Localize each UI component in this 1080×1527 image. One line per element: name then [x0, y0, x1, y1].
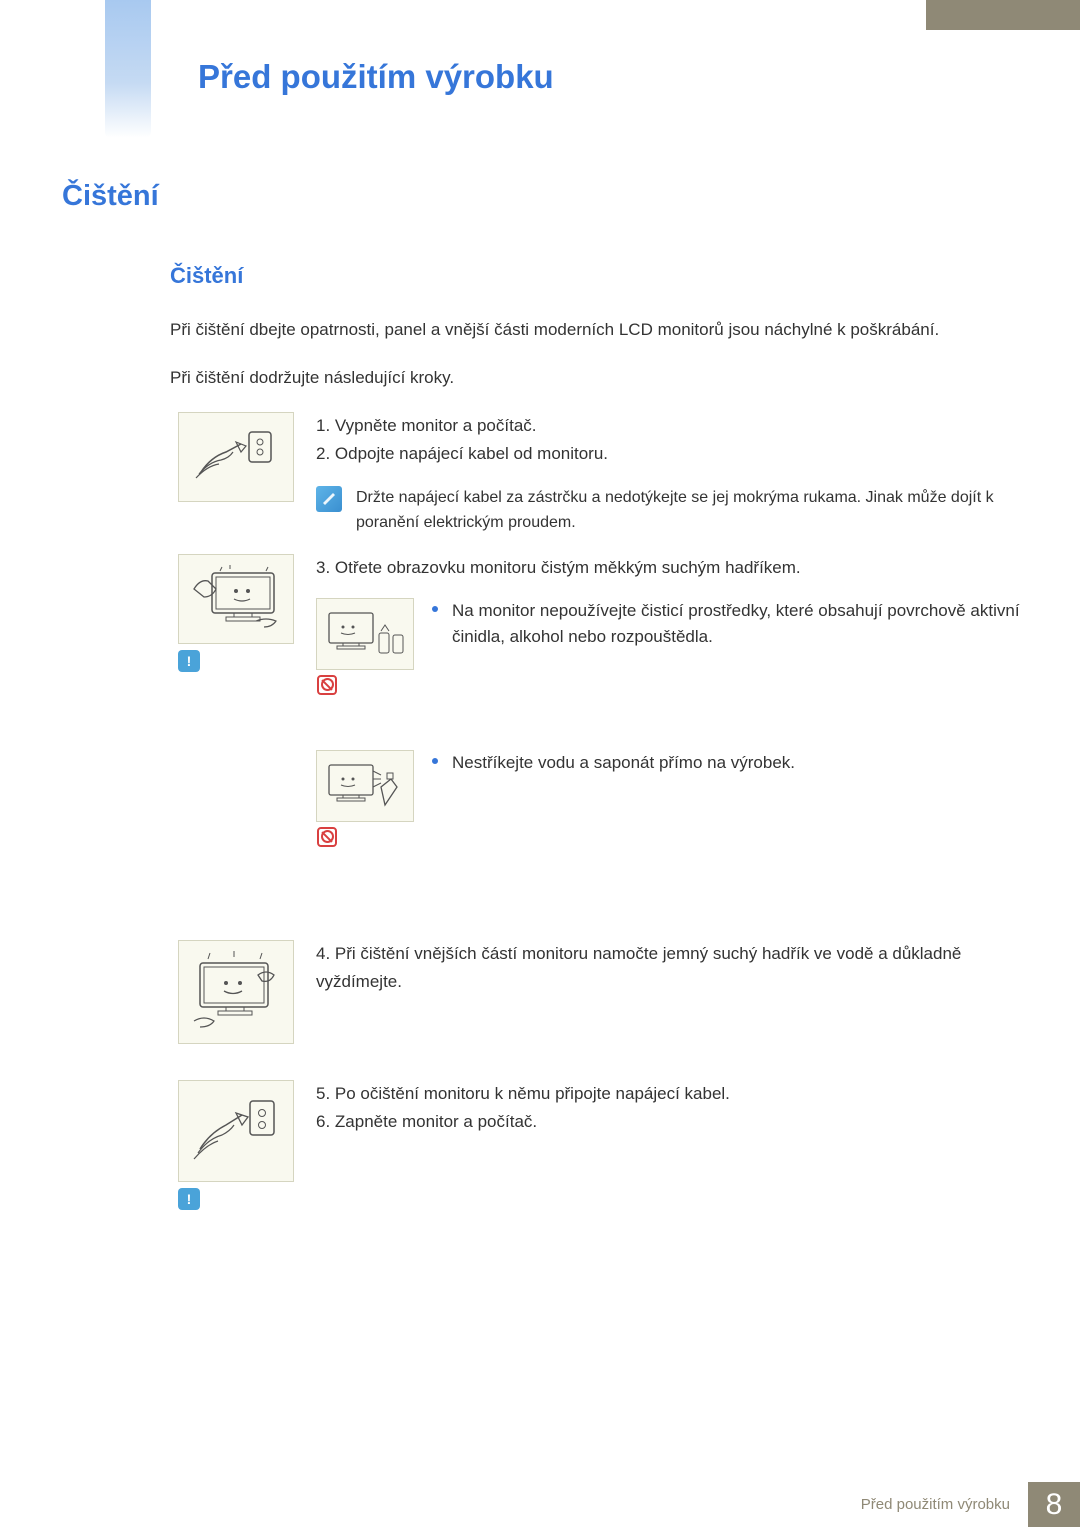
note-icon — [316, 486, 342, 512]
prohibited-icon — [317, 827, 337, 847]
footer-page-number: 8 — [1028, 1482, 1080, 1527]
blue-tab-decoration — [105, 0, 151, 138]
step-block-4: 4. Při čištění vnějších částí monitoru n… — [178, 940, 1022, 1044]
step1-line2: 2. Odpojte napájecí kabel od monitoru. — [316, 440, 1022, 468]
step5-line1: 5. Po očištění monitoru k němu připojte … — [316, 1080, 1022, 1108]
subsection-title: Čištění — [170, 263, 1022, 289]
bullet-3b-text: Nestříkejte vodu a saponát přímo na výro… — [452, 750, 795, 776]
intro-paragraph-1: Při čištění dbejte opatrnosti, panel a v… — [170, 317, 1022, 343]
page-header: Před použitím výrobku — [0, 0, 1080, 140]
step3-line: 3. Otřete obrazovku monitoru čistým měkk… — [316, 554, 1022, 582]
step-image-4 — [178, 940, 294, 1044]
taupe-bar-decoration — [926, 0, 1080, 30]
reconnect-illustration — [178, 1080, 294, 1182]
sub-item-3a: Na monitor nepoužívejte čisticí prostřed… — [316, 598, 1022, 670]
wipe-exterior-illustration — [178, 940, 294, 1044]
bullet-3a-text: Na monitor nepoužívejte čisticí prostřed… — [452, 598, 1022, 651]
bullet-item-3b: Nestříkejte vodu a saponát přímo na výro… — [432, 750, 1022, 776]
page-footer: Před použitím výrobku 8 — [843, 1482, 1080, 1527]
step-image-1 — [178, 412, 294, 502]
footer-label: Před použitím výrobku — [843, 1482, 1028, 1527]
step-block-3: ! 3. Otřete obrazovku monitoru čistým mě… — [178, 554, 1022, 886]
step-text-3: 3. Otřete obrazovku monitoru čistým měkk… — [316, 554, 1022, 886]
section-title: Čištění — [62, 180, 1022, 213]
step5-line2: 6. Zapněte monitor a počítač. — [316, 1108, 1022, 1136]
step-block-5: ! 5. Po očištění monitoru k němu připojt… — [178, 1080, 1022, 1182]
step4-line: 4. Při čištění vnějších částí monitoru n… — [316, 940, 1022, 996]
step-block-1: 1. Vypněte monitor a počítač. 2. Odpojte… — [178, 412, 1022, 536]
sub-item-3b: Nestříkejte vodu a saponát přímo na výro… — [316, 750, 1022, 822]
step-text-1: 1. Vypněte monitor a počítač. 2. Odpojte… — [316, 412, 1022, 536]
step1-line1: 1. Vypněte monitor a počítač. — [316, 412, 1022, 440]
unplug-illustration — [178, 412, 294, 502]
step-image-5: ! — [178, 1080, 294, 1182]
prohibited-icon — [317, 675, 337, 695]
info-badge-icon: ! — [178, 650, 200, 672]
bullet-3a: Na monitor nepoužívejte čisticí prostřed… — [432, 598, 1022, 651]
info-badge-icon: ! — [178, 1188, 200, 1210]
intro-paragraph-2: Při čištění dodržujte následující kroky. — [170, 365, 1022, 391]
bullet-item-3a: Na monitor nepoužívejte čisticí prostřed… — [432, 598, 1022, 651]
step-text-4: 4. Při čištění vnějších částí monitoru n… — [316, 940, 1022, 996]
no-chemicals-illustration — [316, 598, 414, 670]
step-image-3: ! — [178, 554, 294, 644]
bullet-3b: Nestříkejte vodu a saponát přímo na výro… — [432, 750, 1022, 776]
page-content: Čištění Čištění Při čištění dbejte opatr… — [62, 180, 1022, 1200]
note-row-1: Držte napájecí kabel za zástrčku a nedot… — [316, 486, 1022, 536]
wipe-screen-illustration — [178, 554, 294, 644]
step-text-5: 5. Po očištění monitoru k němu připojte … — [316, 1080, 1022, 1136]
chapter-title: Před použitím výrobku — [198, 58, 554, 96]
no-spray-illustration — [316, 750, 414, 822]
note-text-1: Držte napájecí kabel za zástrčku a nedot… — [356, 486, 1022, 536]
